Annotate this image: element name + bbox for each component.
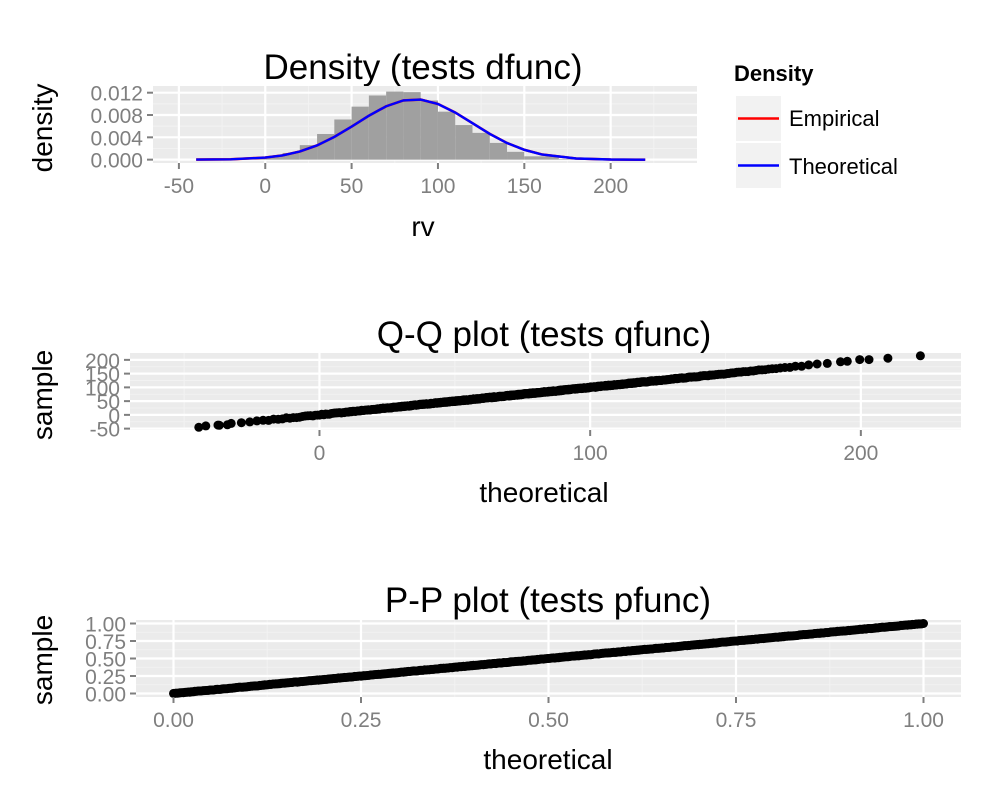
density-x-tick-label: 50 xyxy=(340,175,363,198)
pp-y-tick-label: 0.25 xyxy=(85,666,126,689)
histogram-bar xyxy=(403,92,421,160)
density-curves xyxy=(196,98,646,161)
pp-y-tick-label: 0.50 xyxy=(85,649,126,672)
histogram-bar xyxy=(368,95,387,160)
histogram-bar xyxy=(437,111,456,160)
qq-point xyxy=(822,358,832,368)
density-x-tick-label: 200 xyxy=(593,175,628,198)
qq-point xyxy=(214,420,224,430)
qq-x-ticks: 0 100 200 xyxy=(314,430,878,465)
histogram-bar xyxy=(351,106,369,160)
histogram-bar xyxy=(524,156,559,160)
legend-item-empirical: Empirical xyxy=(736,96,879,141)
qq-point xyxy=(222,420,232,430)
qq-point xyxy=(797,361,807,371)
legend: Density Empirical Theoretical xyxy=(734,61,898,188)
qq-x-tick-label: 0 xyxy=(314,442,326,465)
density-x-axis-title: rv xyxy=(411,211,434,242)
qq-y-axis-title: sample xyxy=(27,350,58,440)
qq-point xyxy=(804,360,814,370)
qq-points xyxy=(194,351,925,432)
histogram-bar xyxy=(420,100,438,160)
qq-chart: Q-Q plot (tests qfunc) 0 100 200 -50050100… xyxy=(27,315,961,508)
qq-y-tick-label: 0 xyxy=(108,405,120,428)
qq-point xyxy=(855,355,865,365)
qq-x-tick-label: 100 xyxy=(573,442,608,465)
pp-x-tick-label: 0.75 xyxy=(716,709,757,732)
qq-title: Q-Q plot (tests qfunc) xyxy=(377,315,712,354)
density-y-tick-label: 0.000 xyxy=(90,150,143,173)
legend-title: Density xyxy=(734,61,814,86)
pp-y-tick-label: 0.00 xyxy=(85,684,126,707)
pp-y-tick-label: 1.00 xyxy=(85,614,126,637)
density-x-tick-label: 100 xyxy=(420,175,455,198)
pp-x-axis-title: theoretical xyxy=(483,744,612,775)
pp-y-axis-title: sample xyxy=(27,615,58,705)
pp-y-tick-label: 0.75 xyxy=(85,631,126,654)
legend-label-empirical: Empirical xyxy=(789,106,879,131)
series-line-theoretical xyxy=(196,98,646,161)
pp-chart: P-P plot (tests pfunc) 0.00 0.25 0.50 0.75 1… xyxy=(27,581,961,775)
qq-point xyxy=(836,357,845,367)
density-title: Density (tests dfunc) xyxy=(264,48,583,87)
qq-y-tick-label: 50 xyxy=(97,391,120,414)
histogram-bar xyxy=(334,119,352,160)
qq-x-tick-label: 200 xyxy=(843,442,878,465)
qq-point xyxy=(236,418,246,428)
pp-points xyxy=(169,619,928,698)
qq-y-tick-label: -50 xyxy=(90,419,120,442)
histogram-bar xyxy=(472,132,490,160)
pp-x-ticks: 0.00 0.25 0.50 0.75 1.00 xyxy=(153,697,944,732)
legend-label-theoretical: Theoretical xyxy=(789,154,898,179)
qq-point xyxy=(194,422,204,432)
pp-title: P-P plot (tests pfunc) xyxy=(385,581,711,620)
density-x-tick-label: 0 xyxy=(259,175,271,198)
pp-x-tick-label: 1.00 xyxy=(903,709,944,732)
histogram-bar xyxy=(386,91,404,160)
density-x-tick-label: 150 xyxy=(507,175,542,198)
histogram-bar xyxy=(489,142,508,160)
density-y-tick-label: 0.012 xyxy=(90,83,143,106)
density-x-ticks: -50 0 50 100 150 200 xyxy=(164,163,628,198)
qq-point xyxy=(842,356,852,366)
qq-point xyxy=(883,353,893,363)
histogram-bar xyxy=(282,152,300,160)
density-y-tick-label: 0.004 xyxy=(90,127,143,150)
histogram-bar xyxy=(507,151,525,160)
qq-y-tick-label: 100 xyxy=(85,377,120,400)
histogram-bar xyxy=(265,156,283,160)
qq-point xyxy=(864,355,874,365)
histogram-bar xyxy=(455,125,473,160)
qq-point xyxy=(245,417,255,427)
qq-point xyxy=(201,421,211,431)
density-y-axis-title: density xyxy=(27,84,58,173)
qq-x-axis-title: theoretical xyxy=(479,477,608,508)
qq-y-tick-label: 150 xyxy=(85,364,120,387)
pp-x-tick-label: 0.00 xyxy=(153,709,194,732)
density-y-tick-label: 0.008 xyxy=(90,105,143,128)
density-chart: Density (tests dfunc) -50 0 50 100 150 200 0.… xyxy=(27,48,697,242)
pp-x-tick-label: 0.25 xyxy=(341,709,382,732)
density-x-tick-label: -50 xyxy=(164,175,194,198)
qq-point xyxy=(915,351,925,361)
pp-x-tick-label: 0.50 xyxy=(528,709,569,732)
pp-gridlines xyxy=(136,620,961,697)
legend-item-theoretical: Theoretical xyxy=(736,143,898,188)
pp-y-ticks: 0.000.250.500.751.00 xyxy=(85,614,136,707)
pp-point xyxy=(919,619,928,628)
qq-y-tick-label: 200 xyxy=(85,350,120,373)
qq-point xyxy=(812,359,822,369)
